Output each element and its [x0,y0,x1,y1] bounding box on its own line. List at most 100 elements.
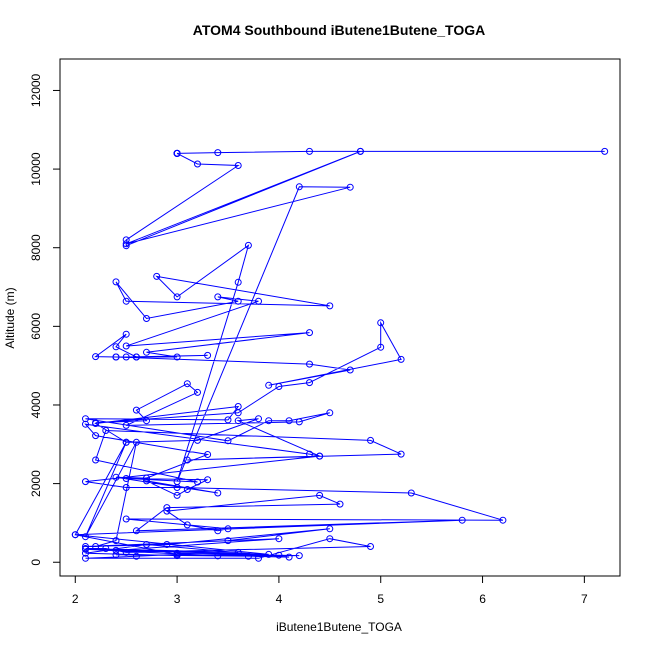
chart-title: ATOM4 Southbound iButene1Butene_TOGA [193,22,485,38]
data-point [244,552,252,560]
y-tick-label: 8000 [29,234,43,261]
x-tick-label: 5 [377,592,384,606]
data-point [173,353,181,361]
data-point [122,484,130,491]
data-point [82,478,89,486]
data-point [499,516,507,524]
data-point [132,438,140,446]
data-point [163,504,171,512]
data-point [234,162,242,169]
data-point [204,451,212,458]
data-point [92,353,100,361]
data-point [316,452,324,460]
data-point [234,403,242,410]
data-point [224,437,232,445]
x-tick-label: 6 [479,592,486,606]
data-point [71,531,79,539]
series-line [74,150,605,559]
y-axis-label: Altitude (m) [3,287,17,348]
data-point [285,553,293,561]
data-point [306,147,313,155]
data-point [92,543,100,550]
data-point [306,379,313,387]
data-point [306,450,313,458]
x-tick-label: 3 [174,592,181,606]
x-tick-label: 4 [276,592,283,606]
data-point [377,319,385,327]
data-point [132,552,140,560]
data-point [173,293,181,301]
data-point [204,351,212,359]
data-point [326,409,334,417]
data-point [82,549,89,557]
data-point [224,525,232,533]
data-point [295,418,303,426]
data-point [82,533,89,541]
data-point [143,348,150,356]
data-point [143,477,150,485]
data-point [244,241,252,249]
data-point [295,183,303,191]
data-point [234,278,242,286]
data-point [173,549,181,557]
data-point [326,302,334,310]
data-point [295,552,303,560]
data-point [122,515,130,523]
data-point [367,436,374,444]
data-point [82,420,89,428]
data-point [306,329,313,337]
data-point [346,183,354,191]
data-point [458,516,466,524]
data-point [336,500,344,508]
y-tick-label: 4000 [29,391,43,418]
data-point [265,417,273,425]
data-point [183,486,191,493]
data-point [173,552,181,560]
data-point [112,278,120,286]
data-point [122,421,130,429]
data-point [275,383,283,390]
x-axis: 2 3 4 5 6 7 [72,575,588,606]
data-point [255,554,262,562]
data-point [285,417,293,425]
data-point [234,548,242,556]
y-tick-label: 6000 [29,313,43,340]
y-tick-label: 0 [29,559,43,566]
data-point [132,527,140,535]
data-point [122,475,130,482]
data-point [82,554,89,562]
x-axis-label: iButene1Butene_TOGA [276,620,402,634]
data-point [377,343,385,351]
data-point [132,353,140,361]
data-point [112,473,120,481]
data-point [112,353,120,361]
data-point [143,541,150,548]
data-point [224,537,232,545]
y-tick-label: 2000 [29,470,43,497]
data-point [214,149,222,157]
data-point [143,315,150,322]
data-point [194,478,201,486]
data-point [132,406,140,414]
data-point [122,240,130,248]
data-point [326,525,334,533]
data-point [194,160,201,168]
series-layer [71,147,609,562]
data-point [204,476,212,484]
data-point [255,297,262,305]
data-point [214,552,222,560]
data-point [407,489,415,497]
data-point [122,353,130,361]
data-point [356,147,364,155]
data-point [397,450,405,458]
data-point [122,242,130,250]
data-point [194,436,201,444]
data-point [183,521,191,529]
data-point [367,543,374,550]
data-point [265,381,273,389]
data-point [173,149,181,157]
data-point [275,551,283,559]
data-point [82,545,89,553]
